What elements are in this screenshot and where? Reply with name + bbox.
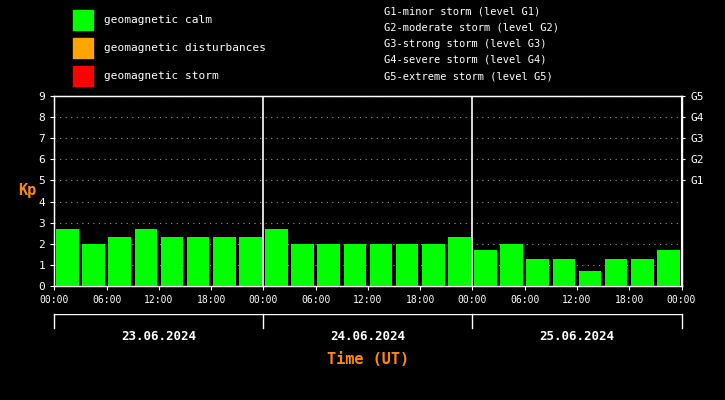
Bar bbox=[161, 238, 183, 286]
Text: G4-severe storm (level G4): G4-severe storm (level G4) bbox=[384, 55, 547, 65]
Bar bbox=[318, 244, 340, 286]
Bar bbox=[552, 258, 575, 286]
Bar bbox=[72, 38, 93, 58]
Bar bbox=[344, 244, 366, 286]
Text: G3-strong storm (level G3): G3-strong storm (level G3) bbox=[384, 39, 547, 49]
Text: 23.06.2024: 23.06.2024 bbox=[121, 330, 196, 342]
Bar bbox=[396, 244, 418, 286]
Bar bbox=[135, 229, 157, 286]
Text: G2-moderate storm (level G2): G2-moderate storm (level G2) bbox=[384, 22, 559, 32]
Bar bbox=[56, 229, 79, 286]
Text: Time (UT): Time (UT) bbox=[327, 352, 409, 368]
Text: G5-extreme storm (level G5): G5-extreme storm (level G5) bbox=[384, 71, 553, 81]
Text: 25.06.2024: 25.06.2024 bbox=[539, 330, 615, 342]
Bar bbox=[631, 258, 654, 286]
Text: geomagnetic disturbances: geomagnetic disturbances bbox=[104, 43, 265, 53]
Bar bbox=[605, 258, 628, 286]
Bar bbox=[526, 258, 549, 286]
Bar bbox=[187, 238, 210, 286]
Bar bbox=[213, 238, 236, 286]
Bar bbox=[448, 238, 471, 286]
Bar bbox=[72, 66, 93, 86]
Bar bbox=[370, 244, 392, 286]
Y-axis label: Kp: Kp bbox=[18, 184, 36, 198]
Bar bbox=[657, 250, 680, 286]
Bar bbox=[265, 229, 288, 286]
Bar bbox=[239, 238, 262, 286]
Bar bbox=[108, 238, 131, 286]
Text: geomagnetic storm: geomagnetic storm bbox=[104, 71, 218, 81]
Bar bbox=[422, 244, 444, 286]
Text: G1-minor storm (level G1): G1-minor storm (level G1) bbox=[384, 6, 541, 16]
Bar bbox=[500, 244, 523, 286]
Bar bbox=[474, 250, 497, 286]
Bar bbox=[82, 244, 105, 286]
Bar bbox=[579, 271, 601, 286]
Bar bbox=[291, 244, 314, 286]
Text: geomagnetic calm: geomagnetic calm bbox=[104, 15, 212, 25]
Bar bbox=[72, 10, 93, 30]
Text: 24.06.2024: 24.06.2024 bbox=[331, 330, 405, 342]
